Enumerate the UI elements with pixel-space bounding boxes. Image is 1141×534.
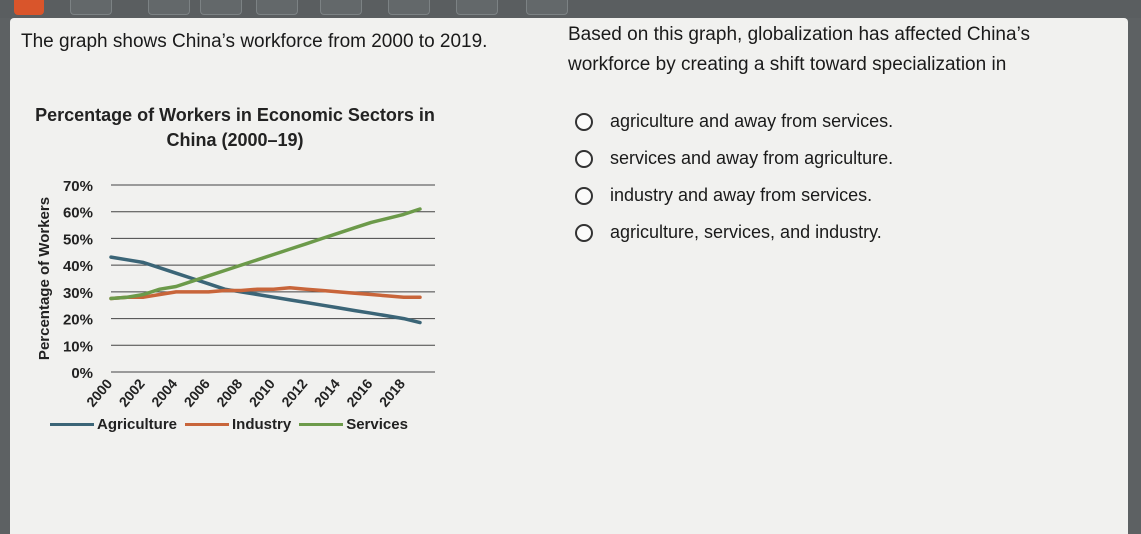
y-tick-label: 10% (63, 338, 93, 355)
y-tick-label: 30% (63, 285, 93, 302)
question-tab[interactable] (70, 0, 112, 15)
x-tick-label: 2008 (213, 375, 245, 409)
chart-title: Percentage of Workers in Economic Sector… (35, 105, 435, 150)
question-tab[interactable] (388, 0, 430, 15)
answer-option-c[interactable]: industry and away from services. (575, 177, 893, 214)
top-navigation-bar (0, 0, 1141, 18)
answer-option-label: agriculture, services, and industry. (610, 222, 882, 242)
answer-option-label: industry and away from services. (610, 185, 873, 205)
y-axis-label: Percentage of Workers (36, 197, 53, 360)
x-tick-label: 2010 (246, 375, 278, 409)
x-tick-label: 2006 (181, 375, 213, 409)
legend-swatch-industry (185, 422, 230, 426)
question-tab[interactable] (200, 0, 242, 15)
answer-option-a[interactable]: agriculture and away from services. (575, 103, 893, 140)
legend-label-agriculture: Agriculture (97, 415, 178, 433)
legend-swatch-services (299, 422, 344, 426)
question-card (10, 18, 1128, 534)
answer-options: agriculture and away from services. serv… (575, 103, 893, 251)
legend-label-industry: Industry (232, 415, 292, 433)
legend-label-services: Services (346, 415, 408, 433)
x-tick-label: 2014 (311, 375, 343, 409)
prompt-text: Based on this graph, globalization has a… (568, 24, 1030, 75)
y-tick-label: 0% (71, 365, 93, 382)
series-line-agriculture (109, 255, 422, 325)
question-tab[interactable] (256, 0, 298, 15)
question-tab[interactable] (456, 0, 498, 15)
answer-option-label: services and away from agriculture. (610, 148, 894, 168)
x-tick-label: 2002 (116, 375, 148, 409)
y-tick-label: 50% (63, 231, 93, 248)
legend-swatch-agriculture (50, 422, 94, 426)
series-line-services (109, 207, 422, 301)
y-tick-label: 60% (63, 205, 93, 222)
legend-item-industry: Industry (185, 416, 291, 433)
question-tab[interactable] (148, 0, 190, 15)
radio-button-icon[interactable] (575, 186, 593, 205)
y-tick-label: 40% (63, 258, 93, 275)
chart-legend: Agriculture Industry Services (50, 413, 416, 435)
radio-button-icon[interactable] (575, 223, 593, 242)
radio-button-icon[interactable] (575, 112, 593, 131)
question-text: The graph shows China’s workforce from 2… (21, 31, 488, 52)
answer-option-d[interactable]: agriculture, services, and industry. (575, 214, 893, 251)
line-chart: 0% 10% 20% 30% 40% 50% 60% 70% Percentage of Wor… (36, 178, 435, 410)
legend-item-services: Services (299, 416, 408, 433)
series-line-industry (109, 286, 422, 301)
y-tick-label: 20% (63, 312, 93, 329)
question-tab[interactable] (526, 0, 568, 15)
legend-item-agriculture: Agriculture (50, 416, 177, 433)
x-tick-label: 2016 (343, 375, 375, 409)
x-tick-label: 2004 (148, 375, 180, 409)
x-tick-label: 2018 (376, 375, 408, 409)
y-tick-label: 70% (63, 178, 93, 195)
x-tick-label: 2012 (278, 375, 310, 409)
answer-option-label: agriculture and away from services. (610, 111, 894, 131)
answer-option-b[interactable]: services and away from agriculture. (575, 140, 893, 177)
radio-button-icon[interactable] (575, 149, 593, 168)
question-tab[interactable] (320, 0, 362, 15)
question-tab-current[interactable] (14, 0, 44, 15)
